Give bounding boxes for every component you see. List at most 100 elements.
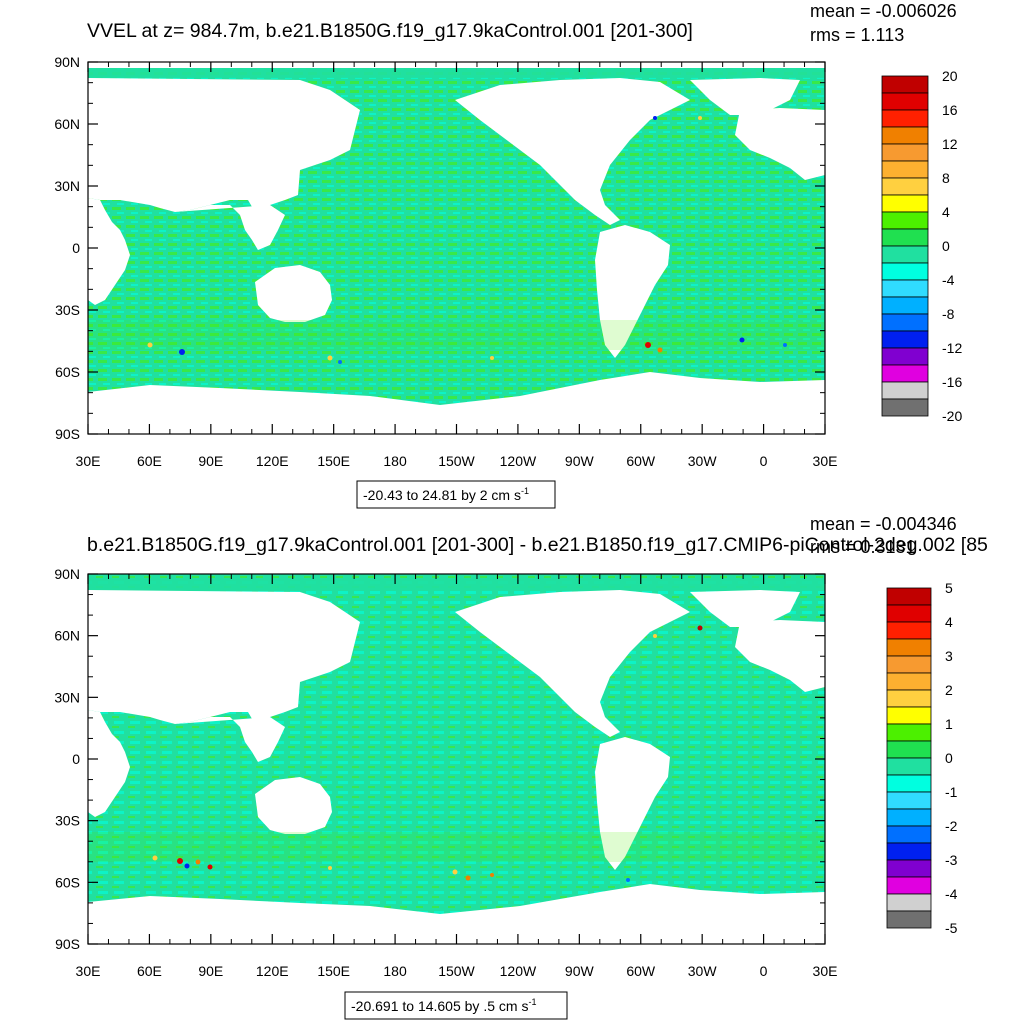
panel-2-land-africa	[88, 710, 130, 817]
colorbar-swatch	[881, 313, 929, 332]
colorbar-swatch	[886, 791, 932, 810]
colorbar-swatch	[886, 655, 932, 674]
y-tick-label: 60S	[55, 364, 80, 380]
panel-2-band-southern	[88, 832, 825, 862]
colorbar-label: 3	[945, 648, 953, 664]
panel-1-x-axis: 30E 60E 90E 120E 150E 180 150W 120W 90W 60W 30W 0 30…	[76, 62, 837, 469]
colorbar-swatch	[881, 364, 929, 383]
panel-1-band-southern	[88, 320, 825, 350]
y-tick-label: 30N	[54, 178, 80, 194]
colorbar-swatch	[886, 638, 932, 657]
x-tick-label: 0	[760, 453, 768, 469]
colorbar-label: 0	[942, 238, 950, 254]
colorbar-swatch	[881, 126, 929, 145]
panel-1-land-north-america	[455, 78, 690, 225]
colorbar-label: -5	[945, 920, 958, 936]
colorbar-swatch	[881, 75, 929, 94]
y-tick-label: 90N	[54, 54, 80, 70]
colorbar-label: 12	[942, 136, 958, 152]
panel-1-land-australia	[255, 265, 332, 322]
panel-2-colorbar: 5 4 3 2 1 0 -1 -2 -3 -4 -5	[886, 580, 958, 936]
x-tick-label: 60W	[626, 453, 656, 469]
colorbar-swatch	[881, 160, 929, 179]
colorbar-swatch	[886, 910, 932, 929]
colorbar-swatch	[886, 587, 932, 606]
panel-2-land-greenland	[690, 590, 800, 627]
x-tick-label: 90E	[198, 453, 223, 469]
colorbar-label: 5	[945, 580, 953, 596]
x-tick-label: 60E	[137, 963, 162, 979]
panel-1-band-arctic	[88, 68, 825, 78]
panel-1-range-label: -20.43 to 24.81 by 2 cm s-1	[363, 486, 529, 503]
colorbar-label: -16	[942, 374, 962, 390]
colorbar-swatch	[881, 381, 929, 400]
panel-1-anomaly-spots	[147, 116, 787, 364]
panel-2-land-north-america	[455, 590, 690, 737]
y-tick-label: 0	[72, 240, 80, 256]
y-tick-label: 90S	[55, 936, 80, 952]
x-tick-label: 120E	[256, 453, 289, 469]
colorbar-swatch	[886, 859, 932, 878]
colorbar-swatch	[881, 398, 929, 417]
x-tick-label: 150E	[317, 963, 350, 979]
colorbar-swatch	[881, 177, 929, 196]
colorbar-swatch	[881, 194, 929, 213]
colorbar-swatch	[881, 92, 929, 111]
colorbar-label: -20	[942, 408, 962, 424]
x-tick-label: 150E	[317, 453, 350, 469]
panel-1-map	[88, 62, 825, 434]
y-tick-label: 60N	[54, 116, 80, 132]
colorbar-label: -3	[945, 852, 958, 868]
colorbar-label: 4	[945, 614, 953, 630]
panel-1: VVEL at z= 984.7m, b.e21.B1850G.f19_g17.…	[54, 1, 962, 509]
colorbar-label: -4	[942, 272, 955, 288]
colorbar-swatch	[881, 279, 929, 298]
x-tick-label: 150W	[438, 963, 475, 979]
panel-1-rms: rms = 1.113	[810, 25, 904, 45]
y-tick-label: 30S	[55, 302, 80, 318]
colorbar-swatch	[886, 672, 932, 691]
colorbar-swatch	[881, 228, 929, 247]
panel-2-mean: mean = -0.004346	[810, 514, 957, 534]
panel-1-y-axis: 90N 60N 30N 0 30S 60S 90S	[54, 54, 825, 442]
colorbar-swatch	[881, 296, 929, 315]
x-tick-label: 120E	[256, 963, 289, 979]
panel-2-land-antarctica	[88, 884, 825, 944]
colorbar-swatch	[886, 876, 932, 895]
colorbar-label: 20	[942, 68, 958, 84]
x-tick-label: 60W	[626, 963, 656, 979]
colorbar-label: 16	[942, 102, 958, 118]
y-tick-label: 30S	[55, 813, 80, 829]
colorbar-label: 4	[942, 204, 950, 220]
panel-1-land-asia-east	[175, 205, 285, 250]
colorbar-swatch	[886, 774, 932, 793]
y-tick-label: 90S	[55, 426, 80, 442]
colorbar-swatch	[881, 211, 929, 230]
x-tick-label: 30E	[813, 963, 838, 979]
panel-1-colorbar: 20 16 12 8 4 0 -4 -8 -12 -16 -20	[881, 68, 962, 424]
panel-2-map	[88, 574, 825, 944]
y-tick-label: 30N	[54, 689, 80, 705]
y-tick-label: 60N	[54, 628, 80, 644]
panel-2-rms: rms = 0.3131	[810, 537, 916, 557]
panel-1-mean: mean = -0.006026	[810, 1, 957, 21]
colorbar-swatch	[886, 757, 932, 776]
panel-2-land-south-america	[595, 737, 670, 870]
colorbar-swatch	[886, 808, 932, 827]
panel-2-range-box: -20.691 to 14.605 by .5 cm s-1	[344, 991, 568, 1020]
panel-2-range-label: -20.691 to 14.605 by .5 cm s-1	[351, 997, 536, 1014]
panel-2-land-asia-east	[175, 717, 285, 762]
x-tick-label: 30E	[76, 963, 101, 979]
x-tick-label: 120W	[500, 453, 537, 469]
colorbar-swatch	[881, 109, 929, 128]
colorbar-label: 0	[945, 750, 953, 766]
colorbar-label: 8	[942, 170, 950, 186]
panel-1-land-africa	[88, 198, 130, 305]
panel-1-land-south-america	[595, 225, 670, 358]
panel-2-land-africa-eurasia	[88, 590, 360, 724]
x-tick-label: 30E	[76, 453, 101, 469]
y-tick-label: 90N	[54, 566, 80, 582]
x-tick-label: 150W	[438, 453, 475, 469]
panel-2-land-europe	[735, 620, 825, 692]
